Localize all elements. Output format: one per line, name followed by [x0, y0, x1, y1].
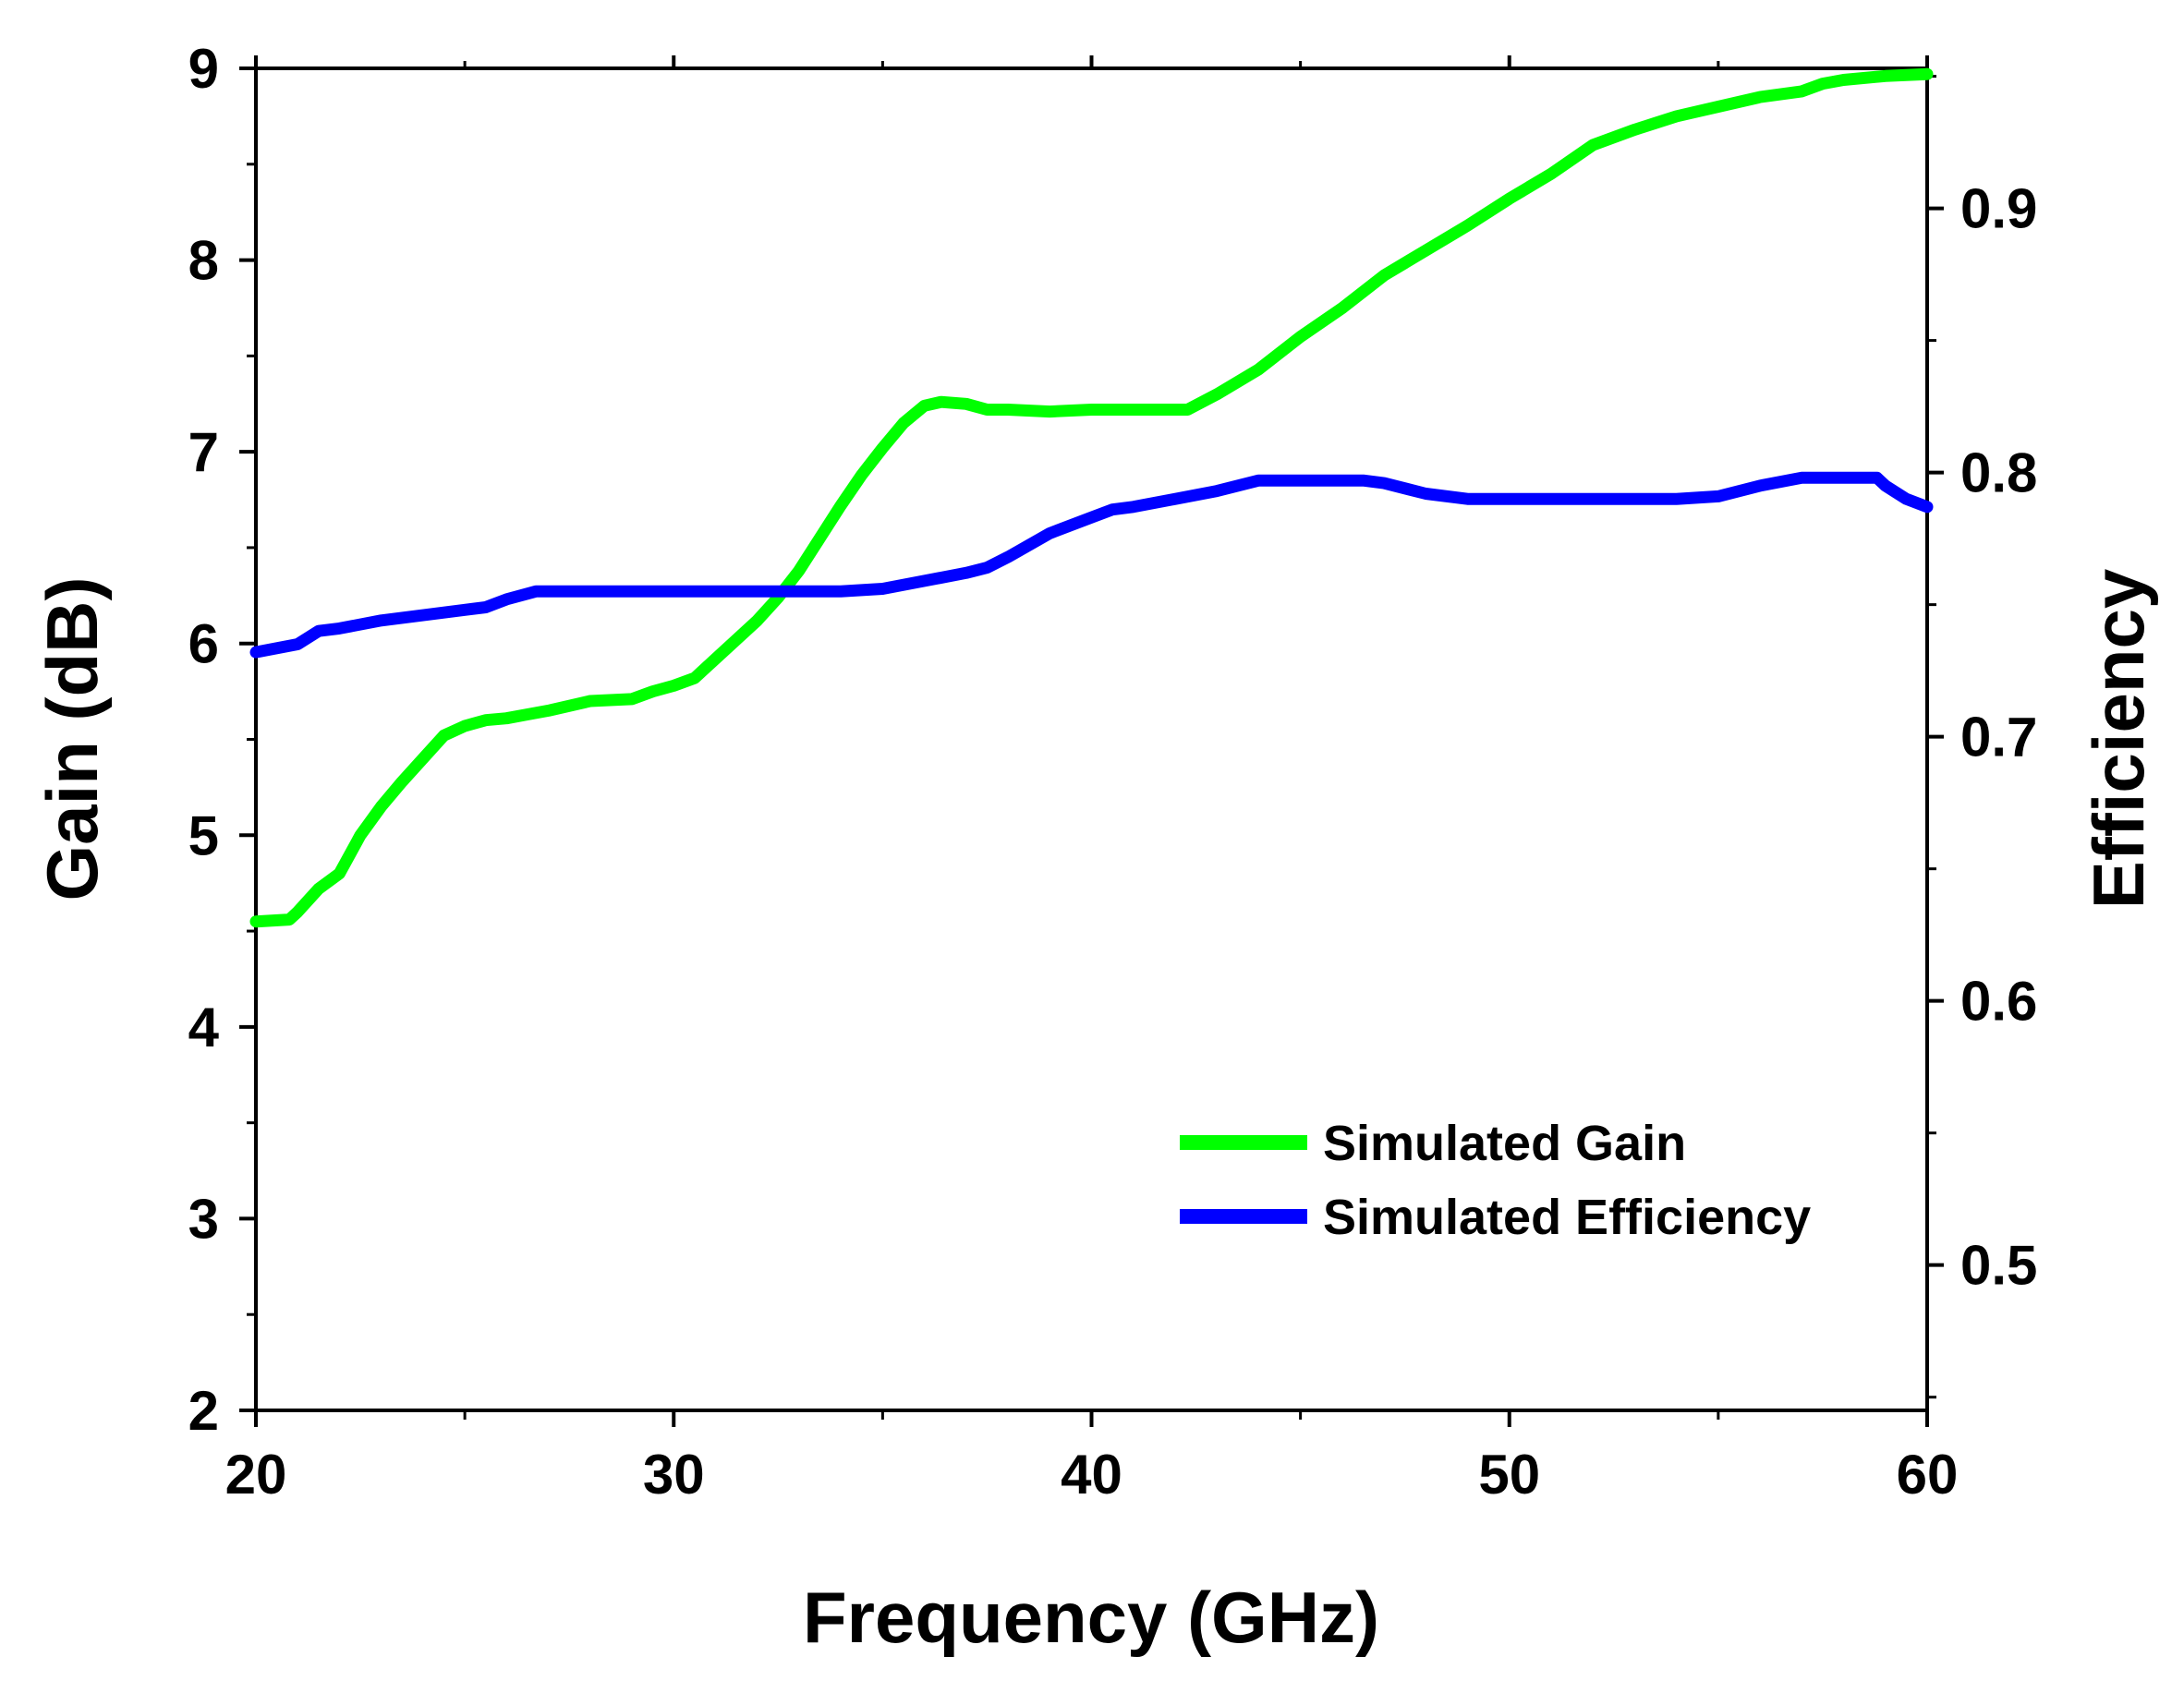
x-tick-label: 30	[643, 1444, 705, 1506]
tick-labels: 20 30 40 50 60 2 3 4 5 6 7 8 9 0.5 0.6 0.7 0.8 0.9	[188, 38, 2038, 1506]
y2-tick-label: 0.6	[1960, 971, 2037, 1033]
x-tick-label: 20	[225, 1444, 287, 1506]
y-tick-label: 5	[188, 804, 219, 866]
legend-efficiency-label: Simulated Efficiency	[1323, 1190, 1811, 1245]
y2-tick-label: 0.7	[1960, 707, 2037, 768]
y-tick-label: 8	[188, 230, 219, 292]
y2-axis-title: Efficiency	[2078, 569, 2159, 909]
legend-gain-label: Simulated Gain	[1323, 1116, 1686, 1171]
x-tick-label: 40	[1061, 1444, 1122, 1506]
x-tick-label: 50	[1478, 1444, 1540, 1506]
gain-line	[249, 67, 1934, 928]
y-tick-label: 9	[188, 38, 219, 100]
y-tick-label: 4	[188, 997, 220, 1058]
y-tick-label: 7	[188, 421, 219, 483]
legend: Simulated Gain Simulated Efficiency	[1180, 1116, 1811, 1245]
y2-tick-label: 0.8	[1960, 442, 2037, 504]
y2-tick-label: 0.5	[1960, 1235, 2037, 1297]
x-axis-title: Frequency (GHz)	[803, 1577, 1379, 1658]
y2-tick-label: 0.9	[1960, 178, 2037, 240]
y-tick-label: 2	[188, 1380, 219, 1442]
tick-marks	[239, 55, 1944, 1427]
series-layer	[249, 67, 1934, 928]
x-tick-label: 60	[1897, 1444, 1959, 1506]
y-tick-label: 6	[188, 613, 219, 675]
y-tick-label: 3	[188, 1188, 219, 1250]
efficiency-line	[249, 471, 1934, 659]
y-axis-title: Gain (dB)	[31, 577, 113, 901]
